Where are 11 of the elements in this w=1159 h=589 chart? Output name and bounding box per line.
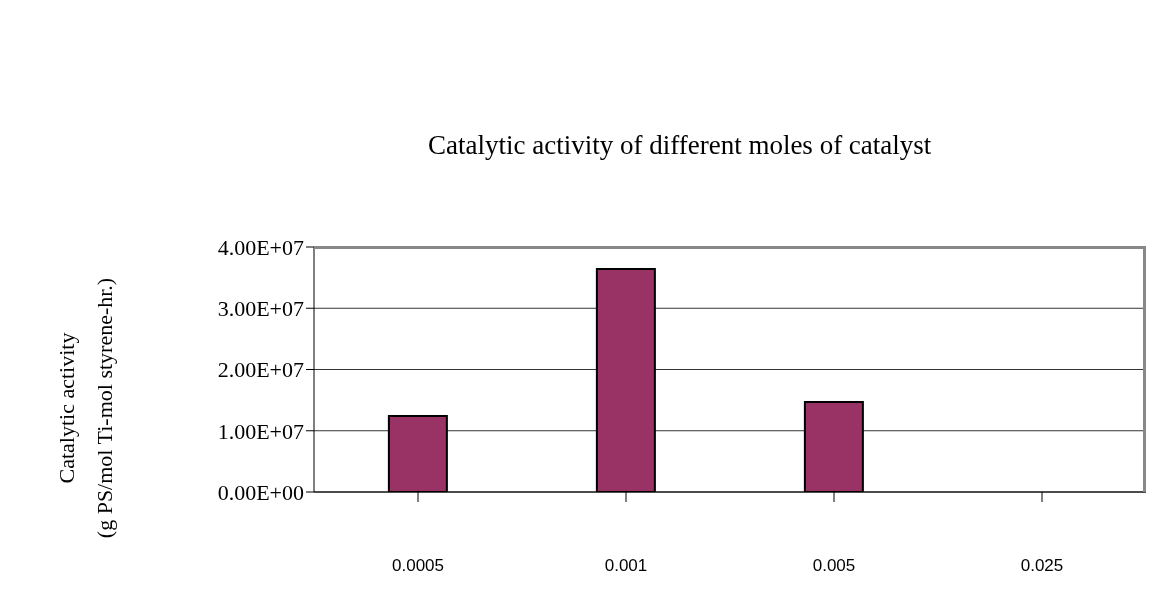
y-tick-label: 0.00E+00	[217, 479, 304, 505]
x-tick-label: 0.005	[812, 556, 856, 576]
x-tick-label: 0.0005	[392, 556, 444, 576]
x-tick-label: 0.001	[604, 556, 648, 576]
x-tick-label: 0.025	[1020, 556, 1064, 576]
y-axis-title: Catalytic activity (g PS/mol Ti-mol styrene-hr.)	[54, 277, 117, 539]
y-tick-label: 2.00E+07	[217, 357, 304, 383]
y-tick-label: 1.00E+07	[217, 418, 304, 444]
chart-title: Catalytic activity of different moles of catalyst	[428, 130, 932, 161]
y-tick-label: 4.00E+07	[217, 234, 304, 260]
y-tick-label: 3.00E+07	[217, 296, 304, 322]
